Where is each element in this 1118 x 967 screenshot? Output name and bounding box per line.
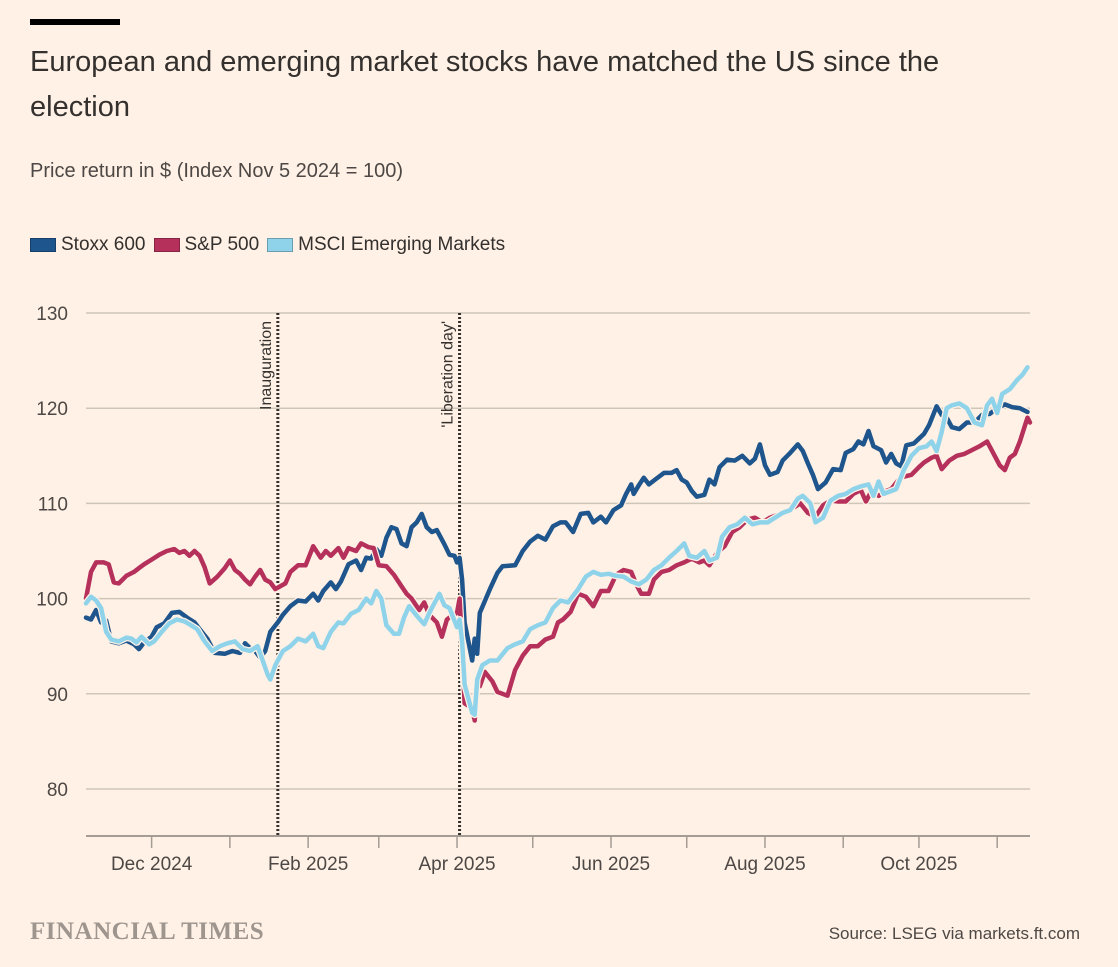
legend-item-stoxx: Stoxx 600 <box>30 234 146 256</box>
legend-label: S&P 500 <box>184 234 260 255</box>
y-axis: 80 90 100 110 120 130 <box>36 304 68 801</box>
x-tick-label: Jun 2025 <box>572 854 650 875</box>
gridlines <box>86 312 1030 790</box>
series-lines <box>82 363 1034 724</box>
x-tick-label: Oct 2025 <box>880 854 957 875</box>
legend: Stoxx 600 S&P 500 MSCI Emerging Markets <box>30 234 513 256</box>
legend-item-sp500: S&P 500 <box>153 234 260 256</box>
ft-logo: FINANCIAL TIMES <box>30 918 265 945</box>
y-tick-label: 110 <box>38 494 68 515</box>
source-note: Source: LSEG via markets.ft.com <box>828 924 1080 943</box>
ft-accent-bar <box>30 19 120 25</box>
x-tick-label: Feb 2025 <box>268 854 348 875</box>
y-tick-label: 120 <box>36 399 68 420</box>
legend-swatch-sp500 <box>153 238 180 252</box>
y-tick-label: 130 <box>36 304 68 325</box>
y-tick-label: 80 <box>47 780 68 801</box>
annotation-label: 'Liberation day' <box>440 321 457 428</box>
x-tick-label: Dec 2024 <box>111 854 193 875</box>
x-axis: Dec 2024 Feb 2025 Apr 2025 Jun 2025 Aug 2025… <box>86 835 1030 875</box>
y-tick-label: 100 <box>36 590 68 611</box>
legend-swatch-stoxx <box>30 238 56 252</box>
series-line-msci-em-halo <box>82 363 1031 719</box>
legend-label: MSCI Emerging Markets <box>298 234 506 255</box>
y-tick-label: 90 <box>47 685 68 706</box>
series-line-msci-em <box>83 365 1030 717</box>
legend-label: Stoxx 600 <box>61 234 146 255</box>
chart-title: European and emerging market stocks have… <box>30 46 940 123</box>
legend-swatch-msci-em <box>267 238 294 252</box>
x-tick-label: Apr 2025 <box>418 854 495 875</box>
legend-item-msci-em: MSCI Emerging Markets <box>267 234 505 256</box>
chart-subtitle: Price return in $ (Index Nov 5 2024 = 10… <box>30 160 403 182</box>
annotation-label: Inauguration <box>258 321 275 410</box>
x-tick-label: Aug 2025 <box>724 854 805 875</box>
